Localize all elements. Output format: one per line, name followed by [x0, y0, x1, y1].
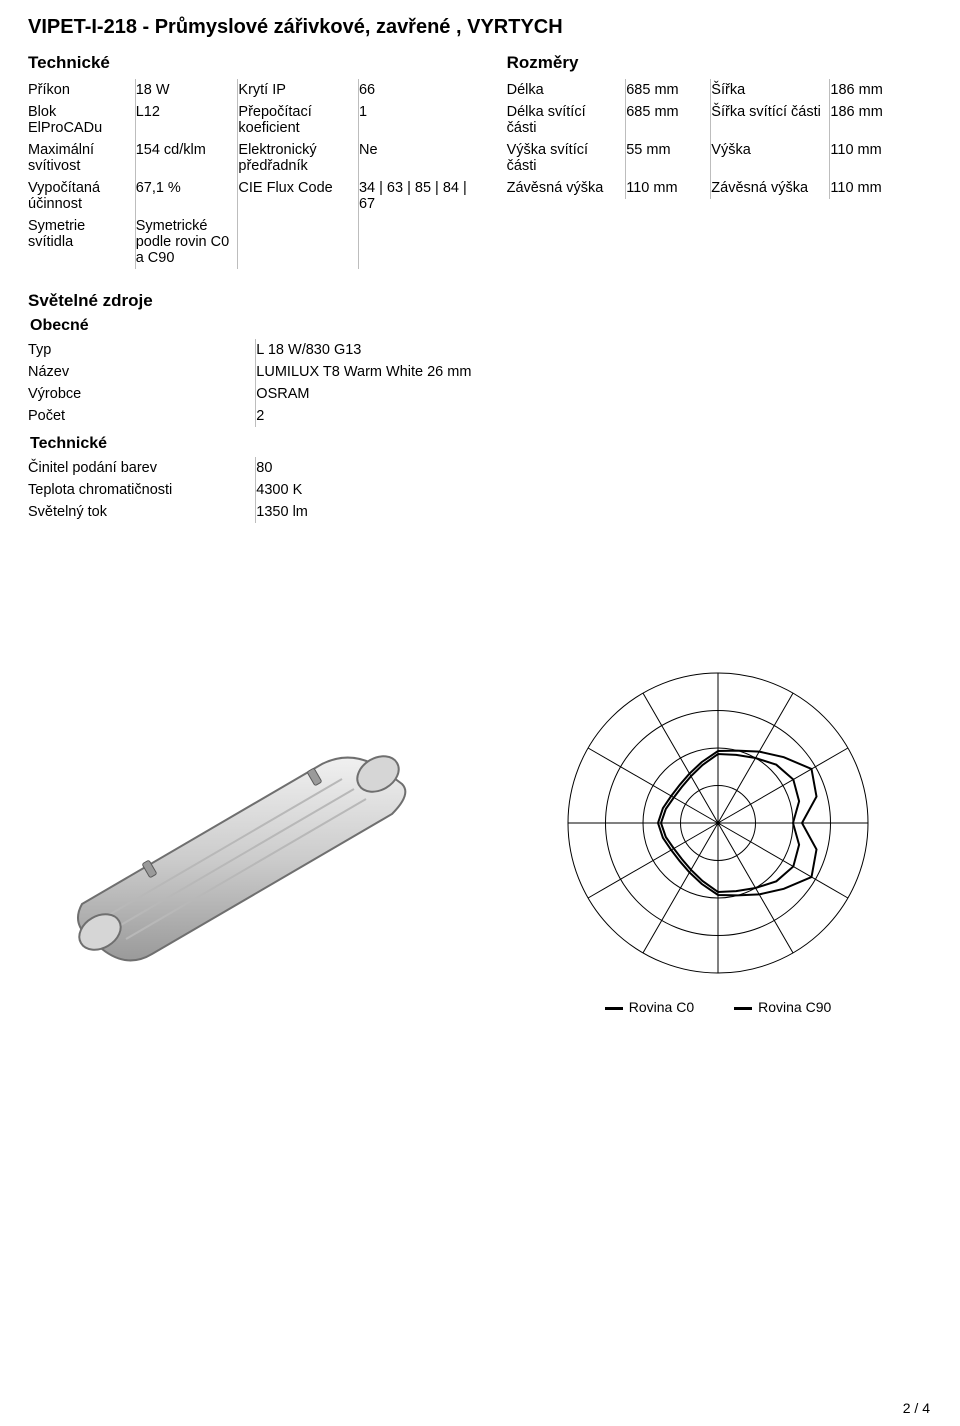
fixture-render: [42, 674, 442, 1004]
table-row: Světelný tok1350 lm: [28, 501, 534, 523]
table-row: Délka svítící části685 mmŠířka svítící č…: [507, 101, 932, 139]
dimensions-table: Délka685 mmŠířka186 mmDélka svítící část…: [507, 79, 932, 199]
polar-legend: Rovina C0 Rovina C90: [605, 999, 832, 1015]
table-row: Počet2: [28, 405, 534, 427]
table-row: Délka685 mmŠířka186 mm: [507, 79, 932, 101]
table-row: Teplota chromatičnosti4300 K: [28, 479, 534, 501]
polar-diagram: [518, 663, 918, 993]
sources-technical-table: Činitel podání barev80Teplota chromatičn…: [28, 457, 534, 523]
page-number: 2 / 4: [903, 1400, 930, 1416]
table-row: Symetrie svítidlaSymetrické podle rovin …: [28, 215, 475, 269]
legend-c0: Rovina C0: [605, 999, 694, 1015]
table-row: VýrobceOSRAM: [28, 383, 534, 405]
table-row: Závěsná výška110 mmZávěsná výška110 mm: [507, 177, 932, 199]
table-row: Činitel podání barev80: [28, 457, 534, 479]
table-row: NázevLUMILUX T8 Warm White 26 mm: [28, 361, 534, 383]
technical-heading: Technické: [28, 53, 475, 73]
table-row: TypL 18 W/830 G13: [28, 339, 534, 361]
page-title: VIPET-I-218 - Průmyslové zářivkové, zavř…: [28, 16, 932, 39]
general-subheading: Obecné: [30, 317, 534, 335]
technical-subheading: Technické: [30, 435, 534, 453]
sources-general-table: TypL 18 W/830 G13NázevLUMILUX T8 Warm Wh…: [28, 339, 534, 427]
light-sources-heading: Světelné zdroje: [28, 291, 932, 311]
table-row: Blok ElProCADuL12Přepočítací koeficient1: [28, 101, 475, 139]
table-row: Maximální svítivost154 cd/klmElektronick…: [28, 139, 475, 177]
legend-c90: Rovina C90: [734, 999, 831, 1015]
technical-table: Příkon18 WKrytí IP66Blok ElProCADuL12Pře…: [28, 79, 475, 269]
dimensions-heading: Rozměry: [507, 53, 932, 73]
table-row: Příkon18 WKrytí IP66: [28, 79, 475, 101]
table-row: Výška svítící části55 mmVýška110 mm: [507, 139, 932, 177]
table-row: Vypočítaná účinnost67,1 %CIE Flux Code34…: [28, 177, 475, 215]
